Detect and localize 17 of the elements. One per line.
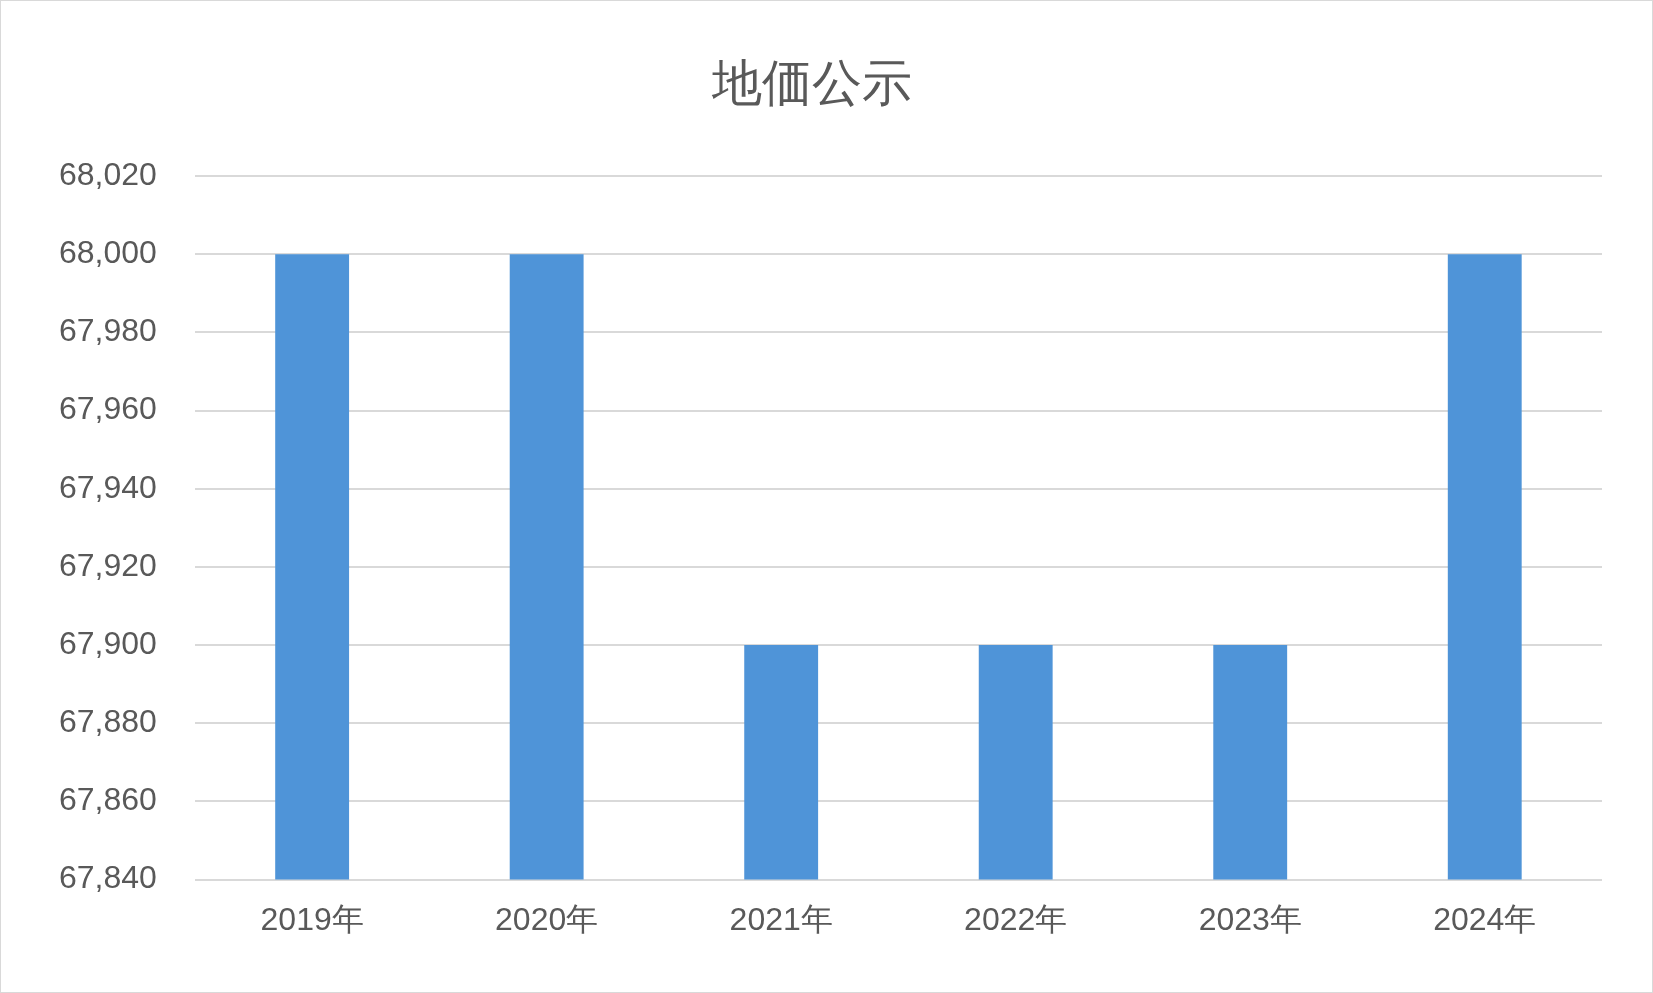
y-tick-label: 68,000 — [59, 234, 157, 271]
x-tick-label: 2019年 — [260, 900, 364, 937]
x-tick-label: 2020年 — [495, 900, 599, 937]
x-tick-label: 2023年 — [1198, 900, 1302, 937]
y-tick-label: 67,940 — [59, 468, 157, 505]
y-tick-label: 67,980 — [59, 312, 157, 349]
y-tick-label: 67,900 — [59, 624, 157, 661]
y-tick-label: 67,920 — [59, 546, 157, 583]
y-tick-label: 67,960 — [59, 390, 157, 427]
x-tick-label: 2022年 — [964, 900, 1068, 937]
chart-title: 地価公示 — [710, 54, 912, 111]
y-tick-label: 67,880 — [59, 703, 157, 740]
y-tick-label: 67,860 — [59, 781, 157, 818]
y-tick-label: 68,020 — [59, 155, 157, 192]
y-tick-label: 67,840 — [59, 859, 157, 896]
x-tick-label: 2024年 — [1433, 900, 1537, 937]
x-tick-label: 2021年 — [729, 900, 833, 937]
